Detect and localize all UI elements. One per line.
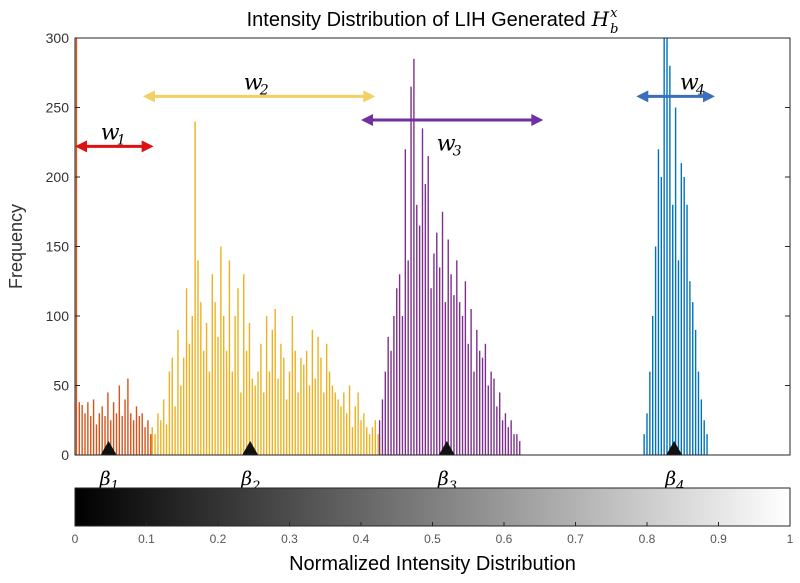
width-arrow-head-right (531, 114, 544, 127)
plot-area (75, 38, 790, 455)
width-annotation-subscript: 1 (117, 133, 126, 149)
chart-title-text: Intensity Distribution of LIH Generated (247, 9, 586, 31)
beta-marker-triangle (100, 441, 117, 455)
y-axis-label: Frequency (6, 204, 26, 289)
beta-marker-subscript: 2 (251, 479, 260, 494)
colorbar-tick-label: 0.8 (639, 532, 656, 546)
colorbar-tick-label: 0.4 (353, 532, 370, 546)
width-arrow-head-left (636, 90, 649, 103)
x-axis-label: Normalized Intensity Distribution (289, 553, 576, 575)
width-annotation-label: w (437, 132, 456, 157)
y-tick-label: 150 (46, 239, 70, 255)
y-axis-ticks: 0 50 100 150 200 250 300 (46, 30, 790, 463)
beta-marker-subscript: 3 (449, 479, 457, 494)
chart-title-subscript: b (610, 22, 618, 37)
width-annotation-subscript: 3 (453, 144, 462, 160)
colorbar-tick-label: 0.1 (138, 532, 155, 546)
colorbar-tick-label: 0.2 (210, 532, 227, 546)
beta-marker-triangle (438, 441, 455, 455)
colorbar-ticks: 0 0.1 0.2 0.3 0.4 0.5 0.6 0.7 0.8 0.9 1 (72, 522, 794, 546)
y-tick-label: 300 (46, 30, 70, 46)
width-arrow-head-right (141, 140, 154, 153)
width-annotation-label: w (244, 70, 263, 95)
beta-marker-label: β (99, 468, 111, 490)
width-annotation-subscript: 4 (695, 82, 705, 98)
beta-marker-triangle (242, 441, 259, 455)
beta-marker-triangle (666, 441, 683, 455)
beta-marker-subscript: 1 (111, 479, 119, 494)
histogram-bars (75, 38, 708, 455)
width-arrow-head-left (75, 140, 87, 153)
y-tick-label: 100 (46, 308, 70, 324)
width-annotation-label: w (101, 121, 120, 146)
width-arrow-head-right (702, 90, 715, 103)
colorbar-tick-label: 0.7 (567, 532, 584, 546)
y-tick-label: 0 (61, 447, 69, 463)
chart-title-superscript: x (610, 6, 618, 21)
width-arrow-head-left (361, 114, 373, 127)
beta-marker-label: β (664, 468, 676, 490)
y-tick-label: 50 (53, 378, 69, 394)
y-tick-label: 250 (46, 100, 70, 116)
colorbar-tick-label: 0.5 (424, 532, 441, 546)
width-annotation-label: w (680, 70, 699, 95)
beta-marker-label: β (437, 468, 449, 490)
y-tick-label: 200 (46, 169, 70, 185)
colorbar-tick-label: 0.6 (496, 532, 513, 546)
colorbar-tick-label: 0.9 (710, 532, 727, 546)
colorbar-tick-label: 1 (787, 532, 794, 546)
colorbar-tick-label: 0 (72, 532, 79, 546)
chart-title: Intensity Distribution of LIH Generated … (247, 6, 619, 37)
width-arrow-head-left (142, 90, 155, 103)
width-arrow-head-right (363, 90, 376, 103)
beta-marker-label: β (240, 468, 252, 490)
beta-marker-subscript: 4 (675, 479, 684, 494)
colorbar-tick-label: 0.3 (281, 532, 298, 546)
chart-title-symbol: H (591, 7, 610, 31)
width-annotation-subscript: 2 (259, 82, 269, 98)
colorbar (74, 487, 791, 527)
